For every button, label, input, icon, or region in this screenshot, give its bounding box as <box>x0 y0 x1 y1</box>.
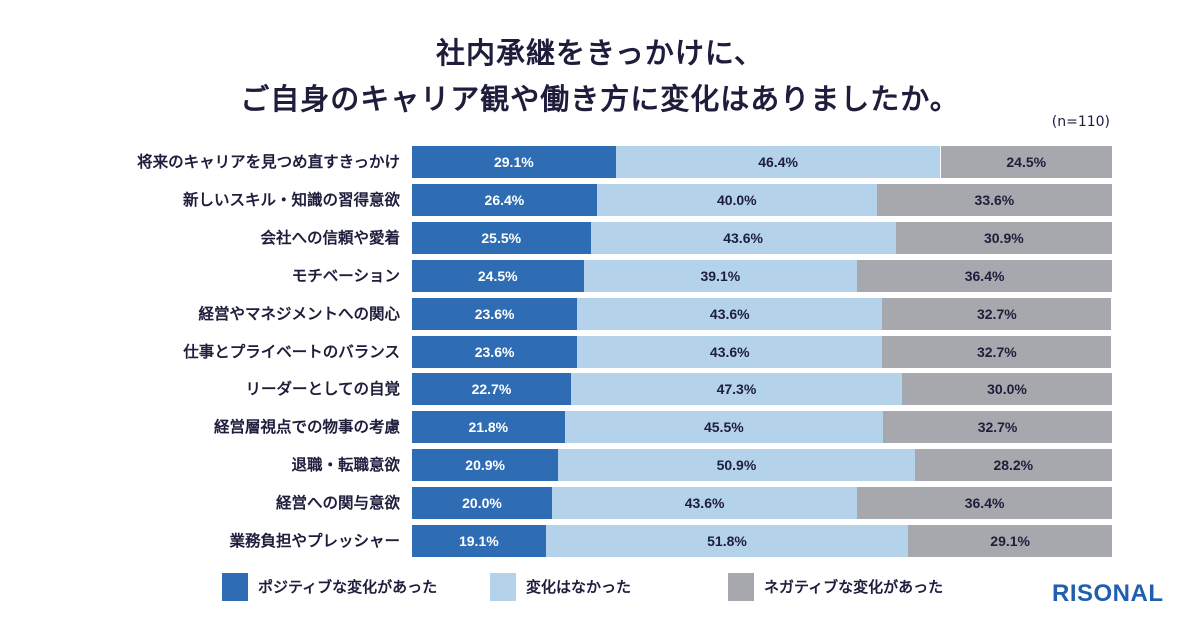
bar-segment-no-change: 43.6% <box>590 221 896 254</box>
bar-segment-negative: 28.2% <box>914 449 1112 482</box>
category-label: 業務負担やプレッシャー <box>229 532 400 550</box>
risonal-logo: RISONAL <box>1052 580 1164 607</box>
bar-segment-negative: 36.4% <box>857 259 1112 292</box>
category-label: 将来のキャリアを見つめ直すきっかけ <box>137 153 400 171</box>
bar-segment-positive: 19.1% <box>412 525 546 557</box>
bar-segment-positive: 23.6% <box>412 335 578 368</box>
bar-segment-negative: 24.5% <box>940 146 1112 178</box>
bar-segment-no-change: 47.3% <box>570 373 902 406</box>
bar-segment-no-change: 43.6% <box>577 335 883 368</box>
legend-label: ネガティブな変化があった <box>764 578 944 596</box>
bar-segment-no-change: 39.1% <box>583 259 858 292</box>
bar-segment-positive: 20.0% <box>412 487 552 520</box>
legend-swatch <box>490 573 516 601</box>
bar-segment-no-change: 46.4% <box>615 146 941 178</box>
bar-segment-no-change: 43.6% <box>552 487 858 520</box>
bar-segment-positive: 21.8% <box>412 411 565 444</box>
legend-swatch <box>728 573 754 601</box>
category-label: 退職・転職意欲 <box>291 456 400 475</box>
bar-segment-positive: 20.9% <box>412 449 559 482</box>
category-label: 経営やマネジメントへの関心 <box>198 304 400 323</box>
bar-segment-no-change: 51.8% <box>545 525 909 557</box>
bar-segment-positive: 23.6% <box>412 297 578 330</box>
bar-segment-no-change: 45.5% <box>564 411 884 444</box>
category-label: 仕事とプライベートのバランス <box>183 342 400 361</box>
bar-segment-negative: 32.7% <box>883 411 1112 444</box>
category-label: 経営への関与意欲 <box>275 494 400 513</box>
chart-title-line-1: 社内承継をきっかけに、 <box>436 36 764 70</box>
bar-segment-no-change: 50.9% <box>558 449 915 482</box>
bar-segment-negative: 32.7% <box>882 297 1112 330</box>
sample-size-note: (n=110) <box>1051 114 1110 130</box>
bar-segment-negative: 30.9% <box>895 221 1112 254</box>
category-label: 新しいスキル・知識の習得意欲 <box>182 190 400 209</box>
category-label: モチベーション <box>291 266 400 285</box>
bar-segment-positive: 29.1% <box>412 146 616 178</box>
bar-segment-positive: 22.7% <box>412 373 571 406</box>
bar-segment-negative: 30.0% <box>902 373 1112 406</box>
bar-segment-negative: 33.6% <box>876 183 1112 216</box>
legend-label: ポジティブな変化があった <box>258 578 438 596</box>
category-label: 会社への信頼や愛着 <box>260 228 400 247</box>
bar-segment-no-change: 40.0% <box>596 183 877 216</box>
bar-segment-negative: 32.7% <box>882 335 1112 368</box>
bar-segment-negative: 29.1% <box>908 525 1112 557</box>
bar-segment-no-change: 43.6% <box>577 297 883 330</box>
bar-segment-positive: 25.5% <box>412 221 591 254</box>
legend-label: 変化はなかった <box>526 578 632 596</box>
bar-segment-positive: 24.5% <box>412 259 584 292</box>
chart-title-line-2: ご自身のキャリア観や働き方に変化はありましたか。 <box>240 82 960 116</box>
category-label: リーダーとしての自覚 <box>245 380 400 399</box>
category-label: 経営層視点での物事の考慮 <box>213 418 400 437</box>
bar-segment-negative: 36.4% <box>857 487 1112 520</box>
bar-segment-positive: 26.4% <box>412 183 597 216</box>
legend-swatch <box>222 573 248 601</box>
